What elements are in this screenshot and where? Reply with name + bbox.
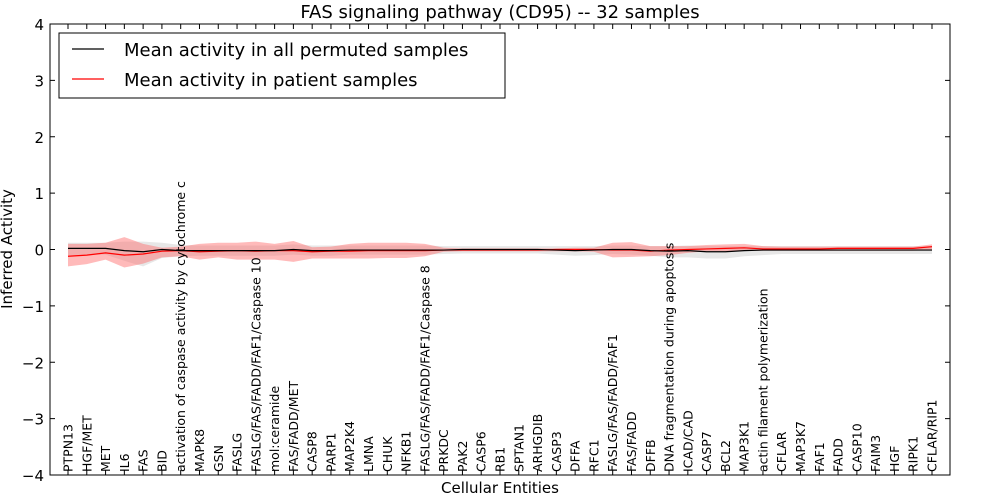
x-tick-label: FADD — [831, 438, 846, 472]
x-tick-label: FASLG/FAS/FADD/FAF1 — [605, 334, 620, 472]
confidence-bands — [68, 237, 932, 268]
x-tick-label: MAPK8 — [192, 429, 207, 472]
x-tick-label: IL6 — [117, 453, 132, 472]
x-axis: PTPN13 HGF/MET MET IL6 FAS BID activation of c… — [61, 24, 940, 475]
x-tick-label: FAIM3 — [868, 435, 883, 472]
x-tick-label: DFFA — [568, 440, 583, 472]
x-tick-label: actin filament polymerization — [755, 288, 770, 472]
y-tick-label: −1 — [22, 298, 44, 316]
x-tick-label: CASP8 — [305, 431, 320, 472]
x-tick-label: PTPN13 — [61, 424, 76, 472]
chart-title: FAS signaling pathway (CD95) -- 32 sampl… — [300, 2, 699, 23]
series-lines — [67, 246, 933, 257]
x-tick-label: SPTAN1 — [511, 424, 526, 472]
x-tick-label: MAP3K7 — [793, 421, 808, 472]
y-tick-label: 1 — [34, 185, 44, 203]
x-tick-label: PRKDC — [436, 429, 451, 472]
legend-label-permuted: Mean activity in all permuted samples — [124, 40, 468, 61]
x-tick-label: CASP7 — [699, 431, 714, 472]
y-axis: −4 −3 −2 −1 0 1 2 3 4 — [22, 16, 950, 485]
x-tick-label: ARHGDIB — [530, 414, 545, 472]
x-axis-label: Cellular Entities — [441, 479, 559, 497]
x-tick-label: RFC1 — [586, 439, 601, 472]
x-tick-label: mol:ceramide — [267, 386, 282, 472]
x-tick-label: FAS/FADD — [624, 411, 639, 472]
x-tick-label: RIPK1 — [906, 436, 921, 472]
x-tick-label: NFKB1 — [399, 431, 414, 472]
y-tick-label: 3 — [34, 72, 44, 90]
line-permuted — [68, 247, 932, 253]
x-tick-label: BID — [154, 450, 169, 472]
y-axis-label: Inferred Activity — [0, 189, 16, 309]
y-tick-label: 2 — [34, 129, 44, 147]
x-tick-label: FAS/FADD/MET — [286, 381, 301, 472]
x-tick-label: GSN — [211, 445, 226, 472]
x-tick-label: FASLG/FAS/FADD/FAF1/Caspase 10 — [248, 257, 263, 472]
legend-label-patient: Mean activity in patient samples — [124, 70, 418, 91]
x-tick-label: DFFB — [643, 439, 658, 472]
y-tick-label: −3 — [22, 411, 44, 429]
x-tick-label: CHUK — [380, 436, 395, 472]
x-tick-label: LMNA — [361, 436, 376, 472]
y-tick-label: −4 — [22, 467, 44, 485]
x-tick-label: activation of caspase activity by cytoch… — [173, 181, 188, 472]
x-tick-label: HGF — [887, 446, 902, 472]
y-tick-label: 4 — [34, 16, 44, 34]
x-tick-label: FASLG — [230, 433, 245, 472]
x-tick-label: DNA fragmentation during apoptosis — [662, 243, 677, 472]
legend: Mean activity in all permuted samples Me… — [58, 32, 506, 99]
x-tick-label: FAF1 — [812, 442, 827, 472]
x-tick-label: CASP3 — [549, 431, 564, 472]
x-tick-label: RB1 — [493, 447, 508, 472]
legend-box — [58, 32, 506, 99]
x-tick-label: CASP6 — [474, 431, 489, 472]
y-tick-label: −2 — [22, 354, 44, 372]
x-tick-label: FAS — [136, 449, 151, 472]
x-tick-label: FASLG/FAS/FADD/FAF1/Caspase 8 — [417, 265, 432, 472]
x-tick-label: MAP3K1 — [737, 421, 752, 472]
band-permuted — [68, 241, 932, 267]
y-tick-label: 0 — [34, 242, 44, 260]
x-tick-label: MET — [98, 445, 113, 472]
x-tick-label: PARP1 — [323, 433, 338, 472]
x-tick-label: HGF/MET — [79, 415, 94, 472]
x-tick-label: BCL2 — [718, 440, 733, 472]
x-tick-label: ICAD/CAD — [680, 410, 695, 472]
x-tick-label: PAK2 — [455, 441, 470, 472]
band-patient — [68, 237, 932, 268]
x-tick-label: CASP10 — [849, 423, 864, 472]
x-tick-label: CFLAR/RIP1 — [925, 400, 940, 472]
x-tick-label: CFLAR — [774, 431, 789, 472]
x-tick-label: MAP2K4 — [342, 421, 357, 472]
